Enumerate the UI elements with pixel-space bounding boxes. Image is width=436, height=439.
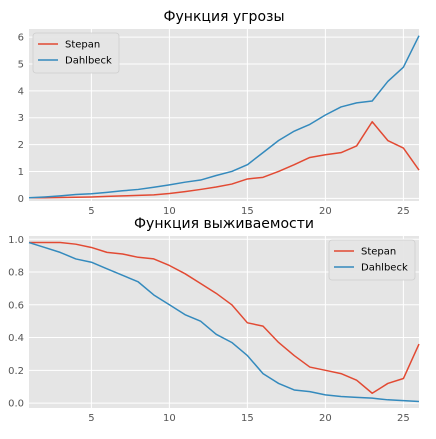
x-tick-label: 15 — [241, 206, 254, 217]
chart-title: Функция угрозы — [163, 9, 284, 25]
legend-box — [328, 239, 416, 281]
legend: Stepan Dahlbeck — [328, 239, 416, 281]
x-tick-label: 10 — [163, 413, 176, 424]
legend-box — [32, 32, 120, 74]
y-tick-label: 0.4 — [8, 333, 24, 344]
series-lines — [28, 35, 420, 199]
x-tick-label: 5 — [88, 206, 94, 217]
series-line-dahlbeck — [28, 241, 420, 403]
chart-title: Функция выживаемости — [134, 216, 314, 232]
x-tick-label: 25 — [397, 206, 410, 217]
series-line-stepan — [29, 120, 420, 199]
series-line-stepan — [29, 241, 420, 395]
x-tick-label: 15 — [241, 413, 254, 424]
x-tick-label: 20 — [319, 413, 332, 424]
legend: Stepan Dahlbeck — [32, 32, 120, 74]
tick-labels: 0 1 2 3 4 5 6 5 10 15 20 25 — [18, 33, 410, 217]
x-tick-label: 20 — [319, 206, 332, 217]
y-tick-label: 0.2 — [8, 366, 24, 377]
y-tick-label: 0.0 — [8, 399, 24, 410]
x-tick-label: 25 — [397, 413, 410, 424]
y-tick-label: 6 — [18, 33, 24, 44]
x-tick-label: 10 — [163, 206, 176, 217]
series-line-dahlbeck — [28, 35, 420, 199]
y-tick-label: 0 — [18, 194, 24, 205]
series-lines — [28, 241, 420, 403]
y-tick-label: 4 — [18, 86, 24, 97]
x-tick-label: 5 — [88, 413, 94, 424]
hazard-chart: 0 1 2 3 4 5 6 5 10 15 20 25 Функция угрозы Stepan Da… — [18, 9, 420, 217]
y-tick-label: 0.8 — [8, 268, 24, 279]
y-tick-label: 1.0 — [8, 235, 24, 246]
legend-label: Stepan — [361, 247, 396, 258]
legend-label: Dahlbeck — [65, 56, 112, 67]
legend-label: Stepan — [65, 40, 100, 51]
tick-labels: 0.0 0.2 0.4 0.6 0.8 1.0 5 10 15 20 25 — [8, 235, 410, 424]
y-tick-label: 0.6 — [8, 300, 24, 311]
survival-chart: 0.0 0.2 0.4 0.6 0.8 1.0 5 10 15 20 25 Функция выжи… — [8, 216, 420, 424]
y-tick-label: 1 — [18, 167, 24, 178]
grid-lines — [29, 236, 419, 408]
y-tick-label: 3 — [18, 113, 24, 124]
legend-label: Dahlbeck — [361, 263, 408, 274]
y-tick-label: 2 — [18, 140, 24, 151]
y-tick-label: 5 — [18, 59, 24, 70]
